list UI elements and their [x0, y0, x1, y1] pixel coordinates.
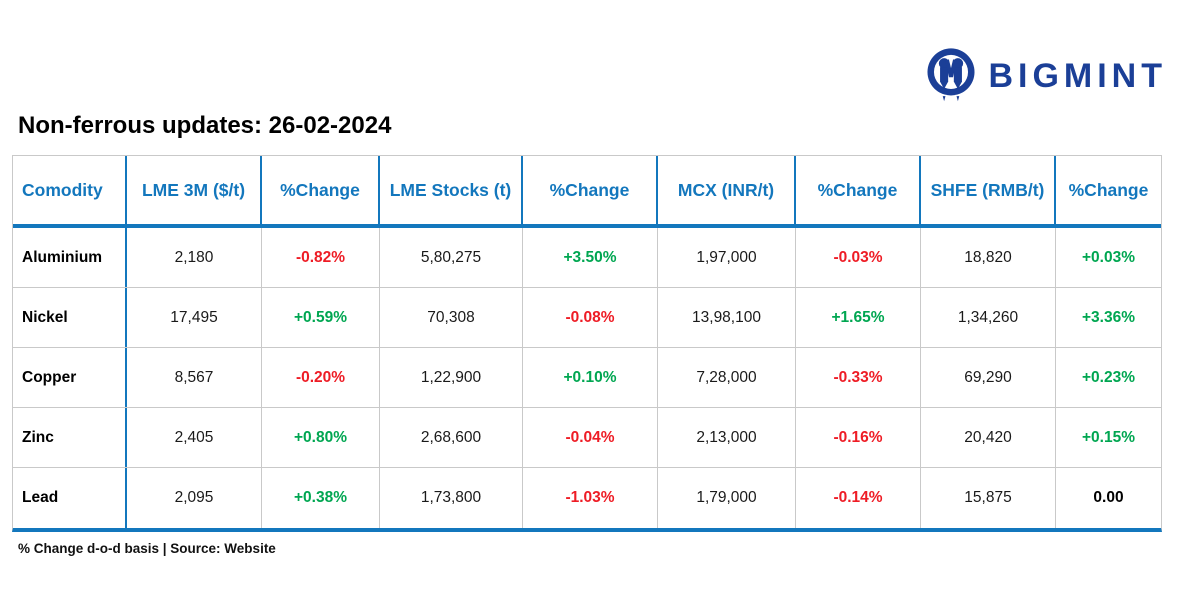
table-cell: 7,28,000 [658, 348, 796, 407]
commodity-name: Aluminium [13, 228, 127, 287]
table-cell: 2,180 [127, 228, 262, 287]
table-cell: 2,405 [127, 408, 262, 467]
column-header: Comodity [13, 156, 127, 224]
table-cell: 70,308 [380, 288, 523, 347]
bigmint-logo: BIGMINT [925, 46, 1167, 106]
table-body: Aluminium 2,180 -0.82% 5,80,275 +3.50% 1,97,0… [13, 228, 1161, 528]
table-cell: +0.15% [1081, 428, 1135, 446]
commodity-table: Comodity LME 3M ($/t) %Change LME Stocks (t… [12, 155, 1162, 532]
table-cell: +0.59% [262, 288, 380, 347]
table-cell: 2,095 [127, 468, 262, 528]
table-cell: 8,567 [127, 348, 262, 407]
table-cell: 18,820 [921, 228, 1056, 287]
table-cell: -0.20% [262, 348, 380, 407]
table-cell: +3.50% [523, 228, 658, 287]
table-cell: -0.33% [796, 348, 921, 407]
commodity-name: Lead [13, 468, 127, 528]
table-cell: 2,68,600 [380, 408, 523, 467]
table-row: Zinc 2,405 +0.80% 2,68,600 -0.04% 2,13,000 -0.… [13, 408, 1161, 468]
column-header: MCX (INR/t) [658, 156, 796, 224]
column-header: %Change [1068, 179, 1149, 200]
column-header: LME 3M ($/t) [127, 156, 262, 224]
table-cell: +0.23% [1081, 368, 1135, 386]
source-footnote: % Change d-o-d basis | Source: Website [18, 541, 276, 556]
table-row: Lead 2,095 +0.38% 1,73,800 -1.03% 1,79,000 -0.… [13, 468, 1161, 528]
column-header: SHFE (RMB/t) [921, 156, 1056, 224]
table-cell: 1,79,000 [658, 468, 796, 528]
table-cell: +3.36% [1081, 308, 1135, 326]
table-cell: 5,80,275 [380, 228, 523, 287]
table-cell: 1,34,260 [921, 288, 1056, 347]
commodity-name: Copper [13, 348, 127, 407]
table-cell: 69,290 [921, 348, 1056, 407]
table-cell: 15,875 [921, 468, 1056, 528]
table-cell: -0.08% [523, 288, 658, 347]
table-cell: -1.03% [523, 468, 658, 528]
table-cell: 13,98,100 [658, 288, 796, 347]
table-cell: +0.38% [262, 468, 380, 528]
column-header: %Change [796, 156, 921, 224]
table-cell: 0.00 [1093, 489, 1124, 506]
column-header: LME Stocks (t) [380, 156, 523, 224]
table-cell: -0.04% [523, 408, 658, 467]
table-cell: 1,97,000 [658, 228, 796, 287]
column-header: %Change [523, 156, 658, 224]
table-cell: -0.14% [796, 468, 921, 528]
commodity-name: Nickel [13, 288, 127, 347]
table-cell: 20,420 [921, 408, 1056, 467]
table-header-row: Comodity LME 3M ($/t) %Change LME Stocks (t… [13, 156, 1161, 228]
brand-wordmark: BIGMINT [988, 57, 1167, 95]
table-cell: +0.10% [523, 348, 658, 407]
table-cell: 17,495 [127, 288, 262, 347]
commodity-name: Zinc [13, 408, 127, 467]
table-row: Copper 8,567 -0.20% 1,22,900 +0.10% 7,28,000-… [13, 348, 1161, 408]
table-cell: -0.03% [796, 228, 921, 287]
bigmint-people-m-icon [925, 46, 977, 106]
table-cell: -0.16% [796, 408, 921, 467]
table-row: Aluminium 2,180 -0.82% 5,80,275 +3.50% 1,97,0… [13, 228, 1161, 288]
table-cell: -0.82% [262, 228, 380, 287]
table-cell: 1,22,900 [380, 348, 523, 407]
table-cell: +0.03% [1081, 248, 1135, 266]
table-cell: 1,73,800 [380, 468, 523, 528]
column-header: %Change [262, 156, 380, 224]
page-title: Non-ferrous updates: 26-02-2024 [18, 112, 392, 139]
table-cell: +0.80% [262, 408, 380, 467]
table-cell: 2,13,000 [658, 408, 796, 467]
table-row: Nickel 17,495 +0.59% 70,308 -0.08% 13,98,100 +… [13, 288, 1161, 348]
table-cell: +1.65% [796, 288, 921, 347]
